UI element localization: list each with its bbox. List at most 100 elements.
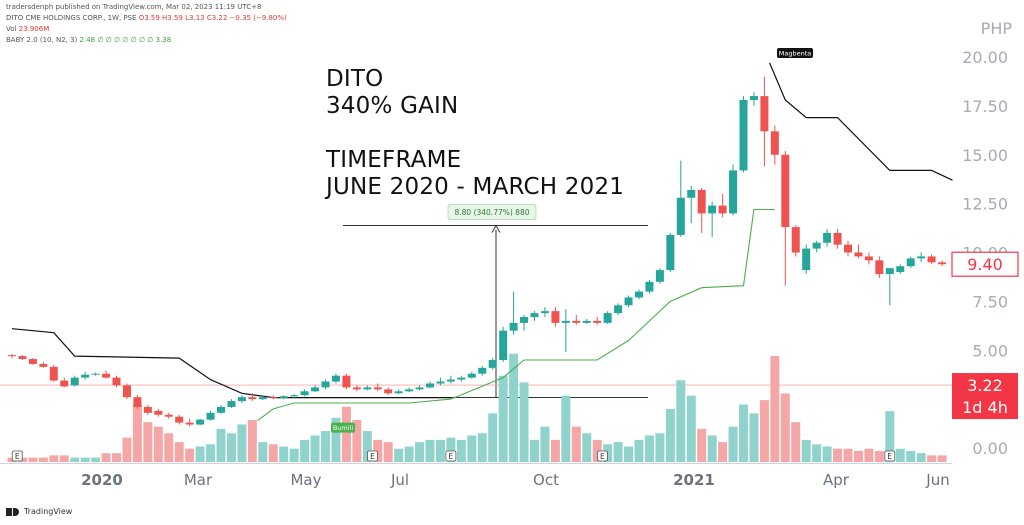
candle-body <box>352 387 361 390</box>
y-tick-label: 7.50 <box>972 292 1008 311</box>
x-tick-label: May <box>290 471 321 489</box>
candle-body <box>718 205 727 214</box>
volume-bar <box>446 437 456 462</box>
volume-bar <box>718 442 728 462</box>
volume-bar <box>864 448 874 462</box>
candle-body <box>457 377 466 380</box>
volume-bar <box>206 444 216 462</box>
volume-bar <box>739 404 748 462</box>
candle-body <box>509 322 518 331</box>
candle-body <box>864 256 873 261</box>
volume-bar <box>592 439 602 462</box>
candle-body <box>206 412 215 420</box>
indicator-label: BABY 2.0 (10, N2, 3) <box>6 36 78 44</box>
volume-bar <box>404 446 414 462</box>
event-marker-label: E <box>449 452 454 461</box>
volume-bar <box>268 444 278 462</box>
volume-bar <box>216 428 226 462</box>
volume-bar <box>226 433 236 462</box>
candle-body <box>823 232 832 243</box>
volume-bar <box>613 442 623 462</box>
candle-body <box>676 197 685 235</box>
candle-body <box>844 244 852 253</box>
symbol-label: DITO CME HOLDINGS CORP., 1W, PSE <box>6 14 137 22</box>
current-price-tag <box>952 373 1018 420</box>
candle-body <box>363 387 372 390</box>
indicator-values: 2.48 ∅ ∅ ∅ ∅ ∅ ∅ ∅ 3.38 <box>79 36 172 44</box>
candle-body <box>258 397 267 400</box>
volume-bar <box>101 453 111 462</box>
indicator-line: BABY 2.0 (10, N2, 3) 2.48 ∅ ∅ ∅ ∅ ∅ ∅ ∅ … <box>6 35 287 46</box>
candle-body <box>739 100 748 171</box>
volume-bar <box>530 439 539 462</box>
current-price-label: 3.22 <box>967 376 1003 395</box>
volume-bar <box>833 448 843 462</box>
buy-marker-box <box>331 422 355 433</box>
candle-body <box>384 389 393 394</box>
candle-body <box>812 242 821 249</box>
volume-bar <box>237 424 247 462</box>
volume-bar <box>770 355 780 462</box>
volume-bar <box>488 413 498 462</box>
candle-body <box>269 397 278 399</box>
candle-body <box>635 291 643 298</box>
volume-bar <box>561 395 571 462</box>
event-marker-label: E <box>600 452 605 461</box>
signal-line-1 <box>11 328 451 399</box>
candle-body <box>154 410 163 415</box>
candle-body <box>614 305 623 314</box>
volume-bar <box>927 455 937 462</box>
volume-bar <box>59 455 69 462</box>
candle-body <box>791 227 800 253</box>
candle-body <box>217 406 225 413</box>
candle-body <box>488 360 497 368</box>
candle-body <box>227 401 236 407</box>
volume-bar <box>853 450 863 462</box>
event-marker <box>445 450 457 462</box>
event-marker-label: E <box>370 452 375 461</box>
candle-body <box>499 330 508 361</box>
volume-bar <box>665 408 675 462</box>
volume-bar <box>28 457 38 462</box>
candle-body <box>697 189 706 214</box>
candle-body <box>520 317 529 323</box>
current-price-countdown: 1d 4h <box>962 398 1008 417</box>
volume-bar <box>80 457 90 462</box>
candle-body <box>300 391 309 396</box>
tradingview-brand[interactable]: TradingView <box>6 507 72 516</box>
candle-body <box>248 397 257 400</box>
candle-body <box>645 281 654 292</box>
x-tick-label: Jul <box>390 471 409 489</box>
candle-body <box>112 377 121 386</box>
volume-bar <box>247 420 257 462</box>
volume-line: Vol 23.906M <box>6 24 287 35</box>
candle-body <box>39 363 48 367</box>
candle-body <box>18 356 27 360</box>
candle-body <box>164 414 173 417</box>
volume-bar <box>498 375 508 462</box>
event-marker <box>11 450 23 462</box>
candle-body <box>582 320 591 323</box>
volume-bar <box>634 439 644 462</box>
volume-bar <box>801 439 811 462</box>
candle-body <box>436 381 445 384</box>
candle-body <box>666 234 675 271</box>
candle-body <box>938 262 947 265</box>
candle-body <box>833 232 842 245</box>
candle-body <box>81 374 90 378</box>
candle-body <box>551 311 560 323</box>
volume-bar <box>686 395 696 462</box>
volume-bar <box>310 435 320 462</box>
candle-body <box>603 313 612 323</box>
last-price-tag <box>951 251 1019 277</box>
volume-bar <box>164 433 174 462</box>
candle-body <box>342 375 351 388</box>
measure-label: 8.80 (340.77%) 880 <box>454 208 529 217</box>
buy-marker-label: Bumili <box>333 424 354 432</box>
event-marker-label: E <box>887 452 892 461</box>
volume-bar <box>885 411 895 462</box>
candle-body <box>624 297 633 306</box>
chart-header: tradersdenph published on TradingView.co… <box>6 2 287 46</box>
candle-body <box>927 256 936 263</box>
